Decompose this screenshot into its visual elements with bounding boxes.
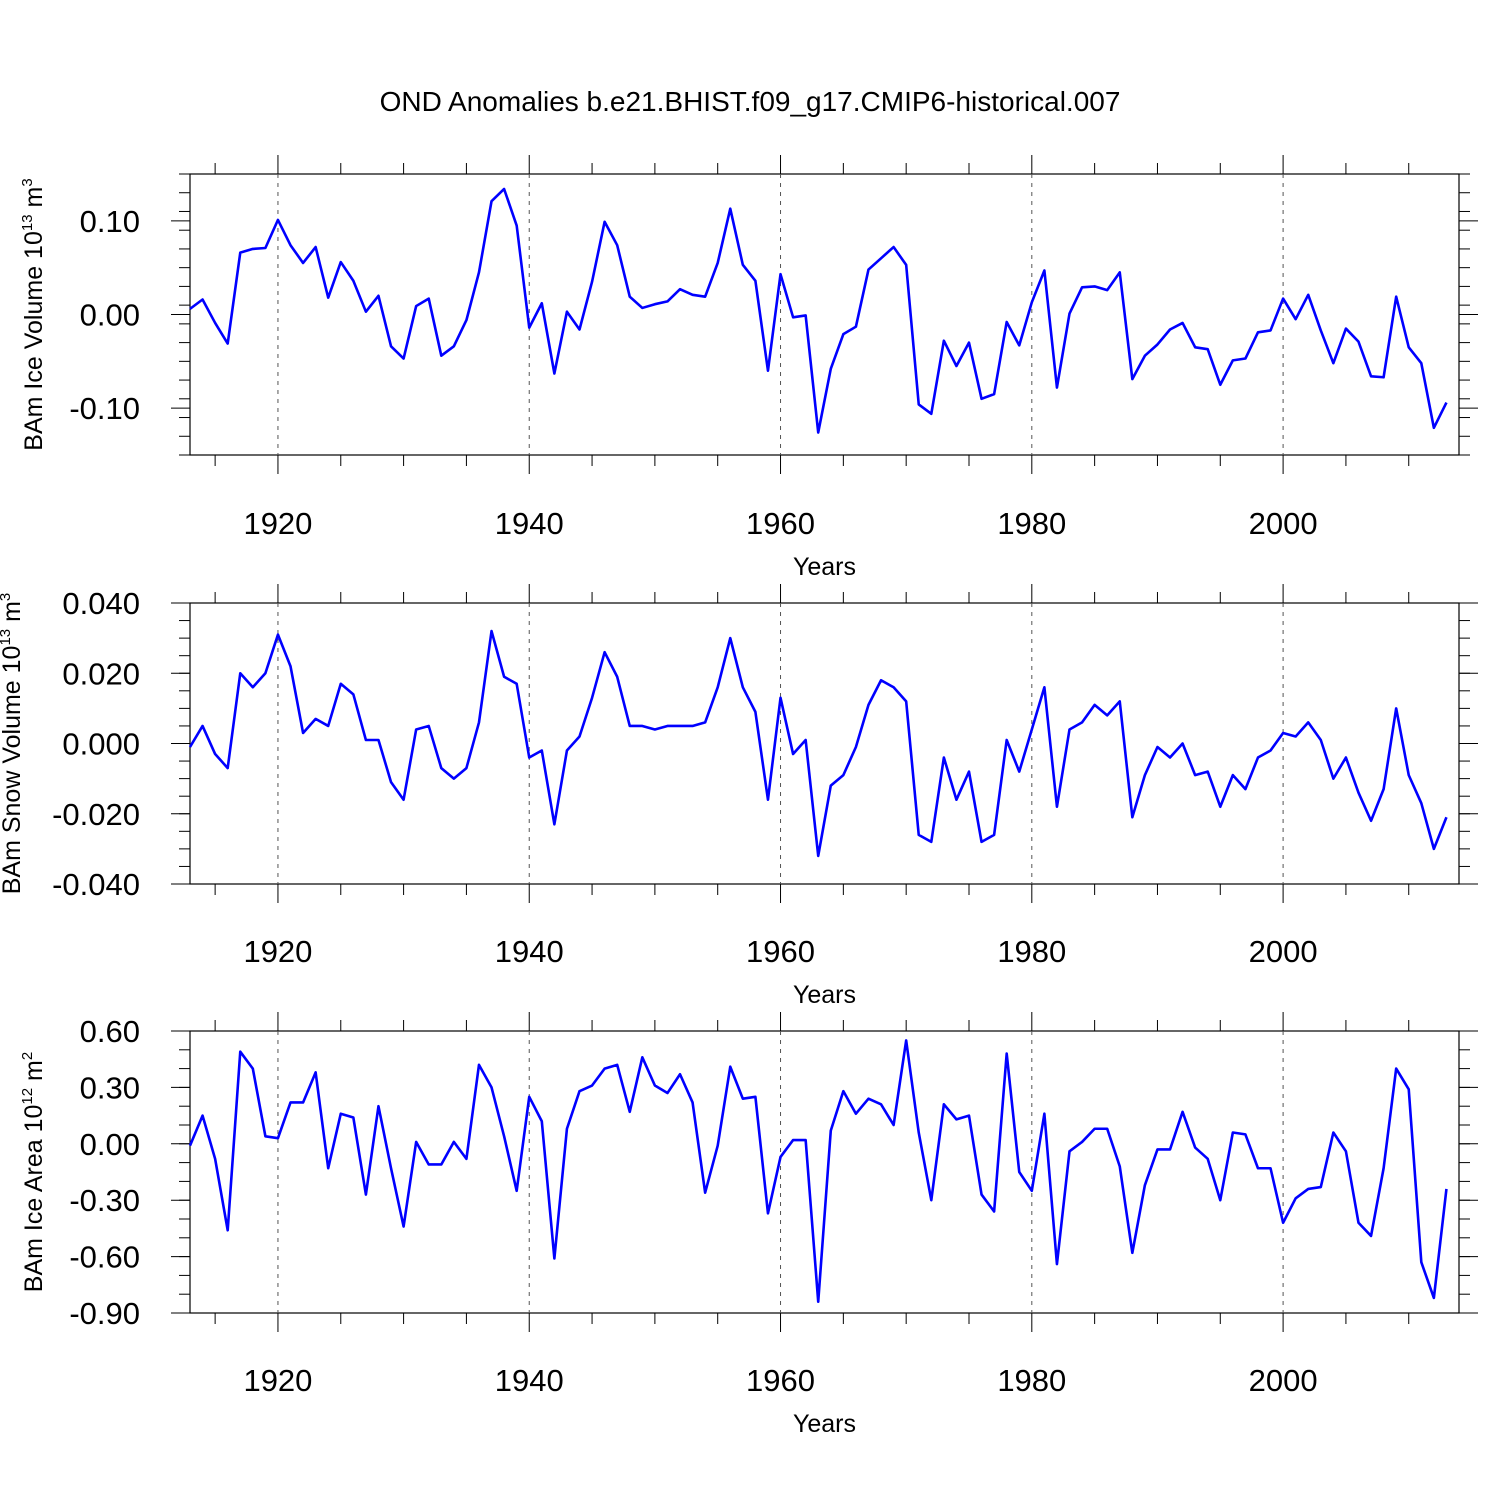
series-line bbox=[189, 187, 1448, 434]
y-axis-title-exponent: 3 bbox=[0, 593, 14, 601]
y-axis-title-exponent: 13 bbox=[19, 214, 36, 231]
x-tick-label: 1920 bbox=[243, 1363, 312, 1398]
x-tick-label: 1980 bbox=[997, 1363, 1066, 1398]
x-tick-label: 2000 bbox=[1249, 506, 1318, 541]
x-tick-label: 1920 bbox=[243, 506, 312, 541]
x-axis-title: Years bbox=[793, 981, 856, 1009]
plot-frame bbox=[189, 173, 1460, 456]
chart-title: OND Anomalies b.e21.BHIST.f09_g17.CMIP6-… bbox=[380, 86, 1121, 117]
x-tick-label: 1980 bbox=[997, 506, 1066, 541]
series-line bbox=[188, 1039, 1448, 1304]
y-tick-label: 0.00 bbox=[80, 1127, 140, 1162]
x-axis-title: Years bbox=[793, 1410, 856, 1438]
x-tick-label: 2000 bbox=[1249, 934, 1318, 969]
panel-2: 1920 1940 1960 1980 2000 Years -0.040 -0.020 0.0… bbox=[0, 584, 1478, 1009]
y-axis-title-exponent: 13 bbox=[0, 629, 14, 646]
x-tick-label: 1940 bbox=[495, 506, 564, 541]
series-line bbox=[188, 629, 1448, 858]
panel-1: 1920 1940 1960 1980 2000 Years -0.10 0.00 0.10 BA… bbox=[19, 155, 1478, 581]
y-tick-label: 0.60 bbox=[80, 1014, 140, 1049]
x-tick-label: 1980 bbox=[997, 934, 1066, 969]
y-tick-label: 0.30 bbox=[80, 1070, 140, 1105]
y-axis-title-text: m bbox=[20, 187, 48, 215]
x-tick-label: 2000 bbox=[1249, 1363, 1318, 1398]
y-axis-title-text: BAm Ice Area 10 bbox=[20, 1105, 48, 1293]
y-tick-label: -0.60 bbox=[69, 1240, 140, 1275]
y-axis-title-exponent: 3 bbox=[19, 178, 36, 186]
x-tick-label: 1960 bbox=[746, 934, 815, 969]
y-tick-label: 0.10 bbox=[80, 204, 140, 239]
y-axis-title-exponent: 12 bbox=[19, 1088, 36, 1105]
x-tick-label: 1960 bbox=[746, 506, 815, 541]
y-axis-title: BAm Snow Volume 1013 m3 bbox=[0, 593, 26, 895]
x-tick-label: 1940 bbox=[495, 1363, 564, 1398]
y-tick-label: 0.020 bbox=[62, 656, 140, 691]
y-tick-label: -0.040 bbox=[52, 867, 140, 902]
y-axis-title-text: BAm Snow Volume 10 bbox=[0, 646, 26, 895]
y-tick-label: 0.000 bbox=[62, 727, 140, 762]
y-axis-title-text: m bbox=[0, 601, 26, 629]
y-axis-title: BAm Ice Volume 1013 m3 bbox=[19, 178, 48, 450]
y-tick-label: 0.00 bbox=[80, 298, 140, 333]
panel-3: 1920 1940 1960 1980 2000 Years -0.90 -0.60 -0.30… bbox=[19, 1012, 1478, 1438]
x-tick-label: 1940 bbox=[495, 934, 564, 969]
y-tick-label: 0.040 bbox=[62, 586, 140, 621]
y-axis-title-exponent: 2 bbox=[19, 1052, 36, 1060]
x-tick-label: 1960 bbox=[746, 1363, 815, 1398]
y-axis-title-text: m bbox=[20, 1060, 48, 1088]
y-tick-label: -0.020 bbox=[52, 797, 140, 832]
y-axis-title: BAm Ice Area 1012 m2 bbox=[19, 1052, 48, 1292]
y-tick-label: -0.10 bbox=[69, 391, 140, 426]
plot-frame bbox=[189, 1030, 1460, 1314]
y-tick-label: -0.30 bbox=[69, 1183, 140, 1218]
y-axis-title-text: BAm Ice Volume 10 bbox=[20, 231, 48, 451]
x-axis-title: Years bbox=[793, 553, 856, 581]
x-tick-label: 1920 bbox=[243, 934, 312, 969]
y-tick-label: -0.90 bbox=[69, 1296, 140, 1331]
